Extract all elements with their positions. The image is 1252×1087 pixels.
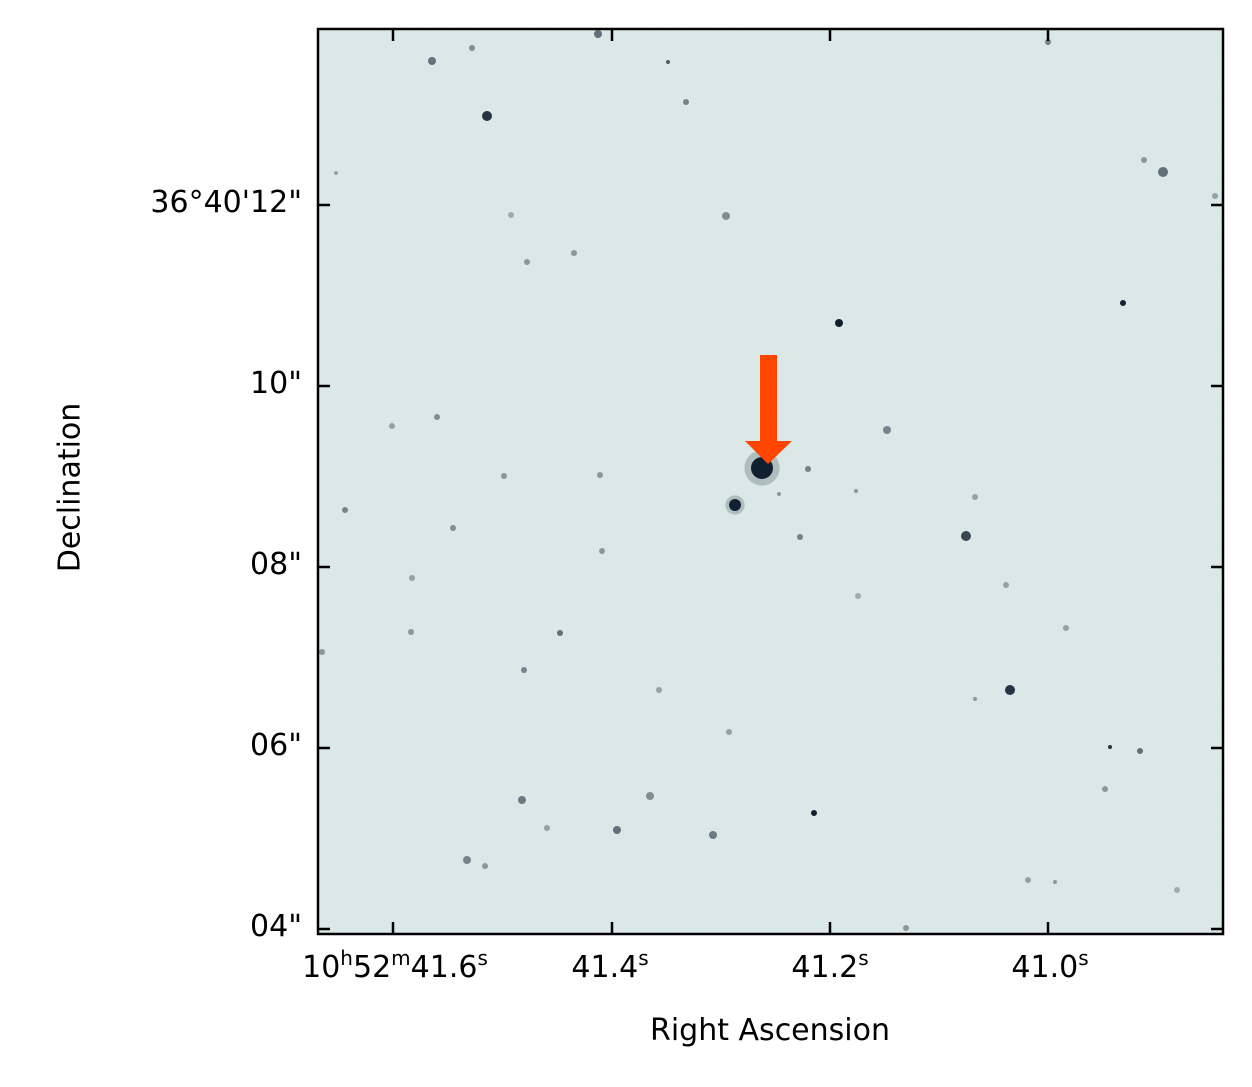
star [656, 687, 662, 693]
ytick-label-1: 36°40'12" [150, 185, 302, 220]
star [1045, 39, 1051, 45]
x-axis-title: Right Ascension [650, 1013, 890, 1048]
y-axis-title: Declination [52, 402, 88, 573]
star [961, 531, 971, 541]
sky-noise-texture [318, 29, 1223, 934]
star [389, 423, 395, 429]
star [1063, 625, 1069, 631]
star [1005, 685, 1015, 695]
ytick-label-2: 10" [250, 366, 302, 401]
star [409, 575, 415, 581]
xtick-label-1: 10h52m41.6s [302, 946, 488, 985]
star [683, 99, 689, 105]
star [450, 525, 456, 531]
star [883, 426, 891, 434]
xtick-label-2: 41.4s [571, 946, 649, 985]
xtick-label-3: 41.2s [791, 946, 869, 985]
xtick-label-4: 41.0s [1011, 946, 1089, 985]
star [334, 171, 338, 175]
star [501, 473, 507, 479]
target-arrow-marker [745, 355, 792, 464]
star [571, 250, 577, 256]
star [469, 45, 475, 51]
star [811, 810, 817, 816]
star [557, 630, 563, 636]
ytick-label-4: 06" [250, 728, 302, 763]
star [797, 534, 803, 540]
star [855, 593, 861, 599]
star [805, 466, 811, 472]
ytick-label-5: 04" [250, 909, 302, 944]
star [1053, 880, 1057, 884]
star [1102, 786, 1108, 792]
star [666, 60, 670, 64]
star [613, 826, 621, 834]
star [903, 925, 909, 931]
star [482, 863, 488, 869]
star-field [319, 30, 1218, 931]
star [408, 629, 414, 635]
star [1003, 582, 1009, 588]
star [1137, 748, 1143, 754]
star [1212, 193, 1218, 199]
star [508, 212, 514, 218]
star [729, 499, 741, 511]
star [777, 492, 781, 496]
star [599, 548, 605, 554]
star [544, 825, 550, 831]
star [1120, 300, 1126, 306]
star [709, 831, 717, 839]
star [428, 57, 436, 65]
star [597, 472, 603, 478]
star [973, 697, 977, 701]
star [1174, 887, 1180, 893]
star [594, 30, 602, 38]
star [524, 259, 530, 265]
axis-ticks [318, 29, 1223, 934]
star [434, 414, 440, 420]
star [972, 494, 978, 500]
star [463, 856, 471, 864]
star [521, 667, 527, 673]
star [1108, 745, 1112, 749]
star [722, 212, 730, 220]
star [1158, 167, 1168, 177]
star [854, 489, 858, 493]
star [518, 796, 526, 804]
star [835, 319, 843, 327]
ytick-label-3: 08" [250, 547, 302, 582]
star [342, 507, 348, 513]
star [319, 649, 325, 655]
star [726, 729, 732, 735]
star [1141, 157, 1147, 163]
star [482, 111, 492, 121]
star [1025, 877, 1031, 883]
star [646, 792, 654, 800]
plot-frame [316, 27, 1225, 936]
